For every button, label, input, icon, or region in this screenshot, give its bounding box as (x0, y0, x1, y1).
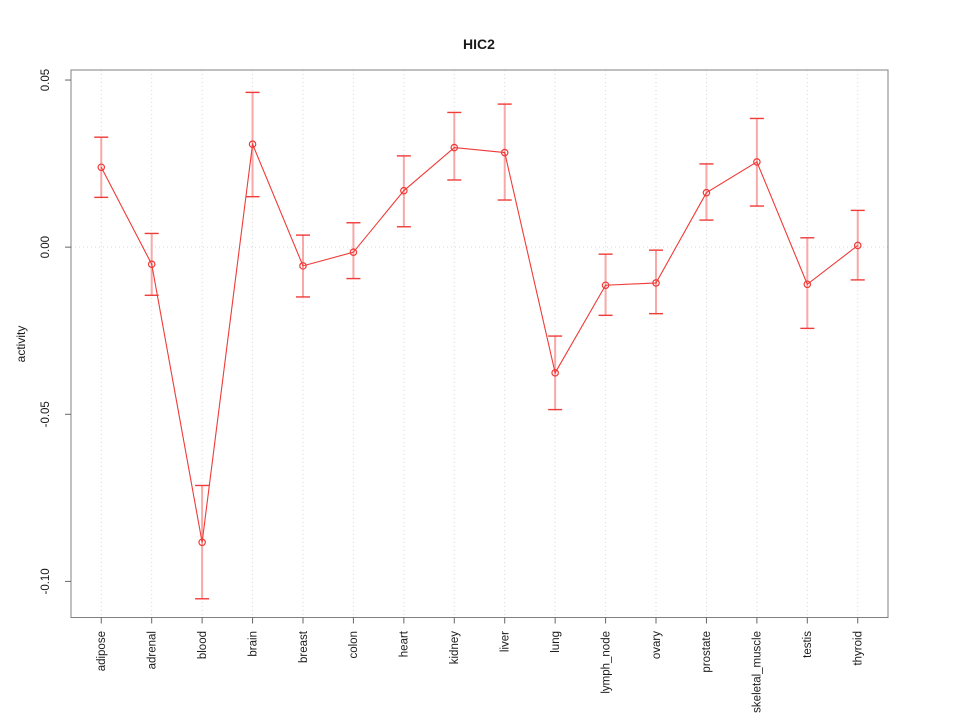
x-tick-label: kidney (449, 631, 461, 664)
x-tick-label: ovary (651, 631, 663, 659)
x-tick-label: adipose (96, 631, 108, 671)
x-tick-label: adrenal (146, 631, 158, 669)
x-tick-label: skeletal_muscle (752, 631, 764, 713)
x-tick-label: brain (247, 631, 259, 657)
y-tick-label: 0.05 (40, 69, 52, 91)
y-tick-label: -0.10 (40, 568, 52, 594)
y-tick-label: 0.00 (40, 236, 52, 258)
x-tick-label: colon (348, 631, 360, 659)
x-tick-label: testis (802, 631, 814, 658)
x-tick-label: liver (500, 631, 512, 652)
data-point-marker (551, 369, 559, 377)
x-tick-label: blood (197, 631, 209, 659)
data-point-marker (601, 281, 610, 290)
chart-title: HIC2 (463, 36, 495, 52)
data-point-marker (147, 260, 156, 268)
data-point-marker (803, 280, 812, 289)
data-point-marker (248, 140, 257, 149)
data-point-marker (400, 186, 408, 195)
data-point-marker (97, 163, 106, 172)
y-axis-label: activity (14, 326, 28, 363)
data-point-marker (349, 248, 358, 256)
x-tick-label: lung (550, 631, 562, 653)
data-point-marker (299, 262, 307, 270)
data-point-marker (198, 538, 206, 547)
data-series (94, 91, 865, 600)
series-line (100, 142, 859, 543)
axes: 0.05 0.00 -0.05 -0.10 adipose adrenal blood bra… (40, 69, 889, 713)
gridlines (71, 70, 888, 618)
data-point-marker (652, 279, 660, 287)
x-tick-label: heart (399, 630, 411, 657)
data-point-marker (853, 241, 862, 250)
data-point-marker (702, 188, 711, 197)
y-tick-label: -0.05 (40, 401, 52, 427)
x-tick-label: prostate (701, 631, 713, 673)
x-tick-label: thyroid (853, 631, 865, 666)
data-point-marker (500, 148, 509, 157)
data-point-marker (450, 143, 459, 152)
plot-box (70, 69, 889, 618)
data-point-marker (753, 158, 761, 166)
x-tick-label: lymph_node (600, 631, 612, 694)
x-tick-label: breast (298, 630, 310, 663)
